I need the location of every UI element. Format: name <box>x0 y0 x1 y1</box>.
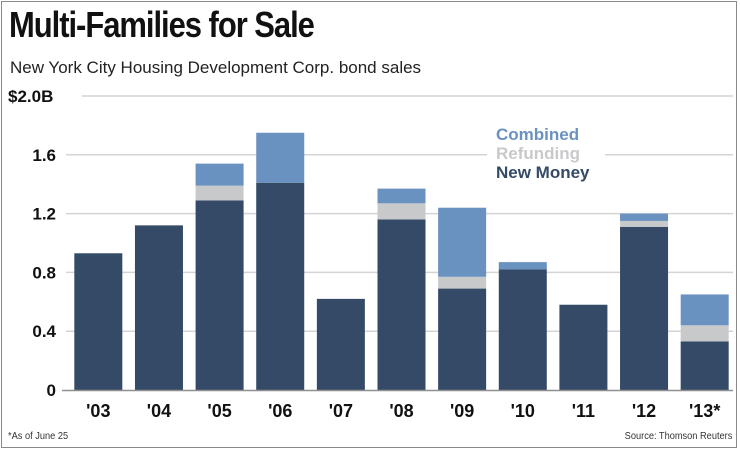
y-tick-label: 0.4 <box>32 322 56 341</box>
chart-title: Multi-Families for Sale <box>9 4 315 45</box>
x-tick-label: '13* <box>689 401 720 421</box>
bar-refunding <box>377 203 426 220</box>
legend-item: New Money <box>496 163 590 182</box>
bar-new-money <box>498 269 547 390</box>
bar-refunding <box>438 276 487 289</box>
x-tick-label: '03 <box>86 401 110 421</box>
x-axis: '03 '04 '05 '06 '07 '08 '09 '10 '11 '12 '13* <box>62 389 733 421</box>
legend-item: Refunding <box>496 144 580 163</box>
bar-new-money <box>377 219 426 390</box>
bar-combined <box>195 163 244 186</box>
bar-combined <box>256 132 305 183</box>
x-tick-label: '09 <box>450 401 474 421</box>
legend-background <box>487 148 605 162</box>
y-axis: 0 0.4 0.8 1.2 1.6 $2.0B <box>8 87 57 400</box>
bar-refunding <box>680 325 729 342</box>
bar-refunding <box>195 185 244 201</box>
x-tick-label: '12 <box>632 401 656 421</box>
bar-combined <box>680 294 729 326</box>
bar-new-money <box>680 341 729 390</box>
legend-item: Combined <box>496 125 579 144</box>
bar-combined <box>620 213 669 221</box>
bar-new-money <box>559 304 608 390</box>
x-tick-label: '06 <box>268 401 292 421</box>
bar-new-money <box>438 288 487 390</box>
bars <box>74 132 729 390</box>
bar-combined <box>438 207 487 277</box>
y-tick-label: 1.6 <box>32 146 56 165</box>
y-tick-label: 0.8 <box>32 263 56 282</box>
bar-new-money <box>134 225 183 390</box>
y-tick-label: $2.0B <box>8 87 53 106</box>
chart-subtitle: New York City Housing Development Corp. … <box>10 58 422 77</box>
source-note: Source: Thomson Reuters <box>624 430 732 442</box>
x-tick-label: '11 <box>572 401 595 421</box>
x-tick-label: '08 <box>389 401 413 421</box>
bar-new-money <box>620 226 669 390</box>
x-tick-label: '05 <box>207 401 231 421</box>
x-tick-label: '10 <box>511 401 535 421</box>
bar-new-money <box>316 298 365 390</box>
x-tick-label: '07 <box>329 401 353 421</box>
y-tick-label: 0 <box>47 381 56 400</box>
y-tick-label: 1.2 <box>32 205 56 224</box>
x-tick-label: '04 <box>147 401 171 421</box>
bar-combined <box>377 188 426 204</box>
bar-new-money <box>74 253 123 390</box>
bar-new-money <box>195 200 244 390</box>
footnote: *As of June 25 <box>8 430 69 442</box>
bar-combined <box>498 262 547 270</box>
bar-refunding <box>620 220 669 227</box>
bar-new-money <box>256 182 305 390</box>
